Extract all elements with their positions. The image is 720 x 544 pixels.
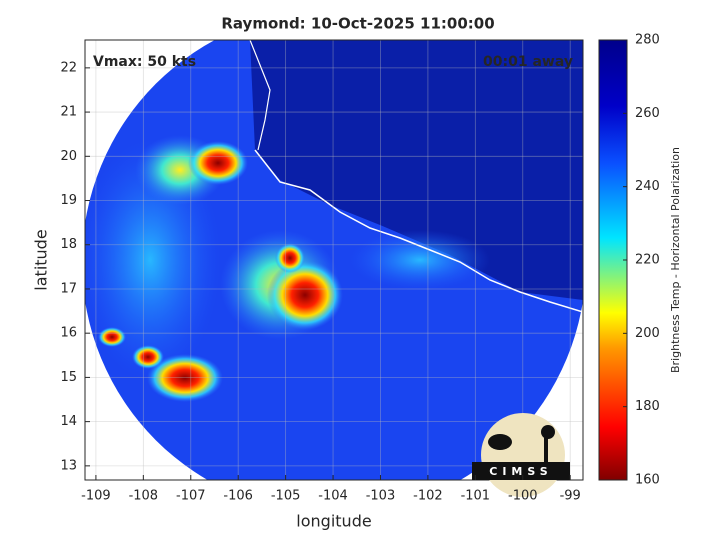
x-axis-label: longitude xyxy=(296,512,371,531)
logo-band xyxy=(472,462,570,480)
logo-text: CIMSS xyxy=(489,465,552,478)
x-tick-label: -102 xyxy=(413,489,443,504)
y-tick-label: 22 xyxy=(60,60,77,75)
x-tick-label: -107 xyxy=(176,489,206,504)
x-tick-label: -109 xyxy=(81,489,111,504)
cloud xyxy=(275,243,305,273)
cloud xyxy=(132,345,164,369)
chart-title: Raymond: 10-Oct-2025 11:00:00 xyxy=(221,15,494,33)
cloud xyxy=(350,230,490,290)
logo-icon xyxy=(541,425,555,439)
y-axis-label: latitude xyxy=(32,229,51,290)
colorbar-tick-label: 200 xyxy=(635,326,660,341)
y-tick-label: 18 xyxy=(60,237,77,252)
cloud xyxy=(98,327,126,347)
colorbar-tick-label: 180 xyxy=(635,399,660,414)
y-tick-label: 21 xyxy=(60,105,77,120)
cloud xyxy=(147,354,223,402)
logo: CIMSS xyxy=(472,413,570,497)
x-tick-label: -104 xyxy=(318,489,348,504)
colorbar-tick-label: 260 xyxy=(635,106,660,121)
swath xyxy=(85,40,583,480)
x-tick-label: -101 xyxy=(461,489,491,504)
y-tick-label: 17 xyxy=(60,281,77,296)
colorbar-tick-label: 160 xyxy=(635,473,660,488)
y-tick-label: 20 xyxy=(60,149,77,164)
colorbar xyxy=(598,39,628,481)
y-tick-label: 15 xyxy=(60,370,77,385)
x-tick-label: -100 xyxy=(508,489,538,504)
x-tick-label: -105 xyxy=(271,489,301,504)
coastline xyxy=(254,149,583,313)
land xyxy=(250,40,583,300)
x-tick-label: -103 xyxy=(366,489,396,504)
y-tick-label: 19 xyxy=(60,193,77,208)
cloud xyxy=(267,260,343,330)
plot-frame xyxy=(84,39,584,481)
y-tick-label: 16 xyxy=(60,326,77,341)
colorbar-label: Brightness Temp - Horizontal Polarizatio… xyxy=(669,147,682,373)
x-tick-label: -108 xyxy=(129,489,159,504)
cloud xyxy=(188,141,248,185)
annotation: 00:01 away xyxy=(483,54,573,70)
x-tick-label: -99 xyxy=(560,489,581,504)
annotation: Vmax: 50 kts xyxy=(93,54,196,70)
y-tick-label: 13 xyxy=(60,458,77,473)
colorbar-tick-label: 220 xyxy=(635,253,660,268)
logo-icon xyxy=(544,435,548,462)
borders xyxy=(249,40,271,151)
logo-disc xyxy=(481,413,565,497)
colorbar-tick-label: 280 xyxy=(635,33,660,48)
x-tick-label: -106 xyxy=(223,489,253,504)
y-tick-label: 14 xyxy=(60,414,77,429)
logo-icon xyxy=(488,434,512,450)
colorbar-tick-label: 240 xyxy=(635,179,660,194)
